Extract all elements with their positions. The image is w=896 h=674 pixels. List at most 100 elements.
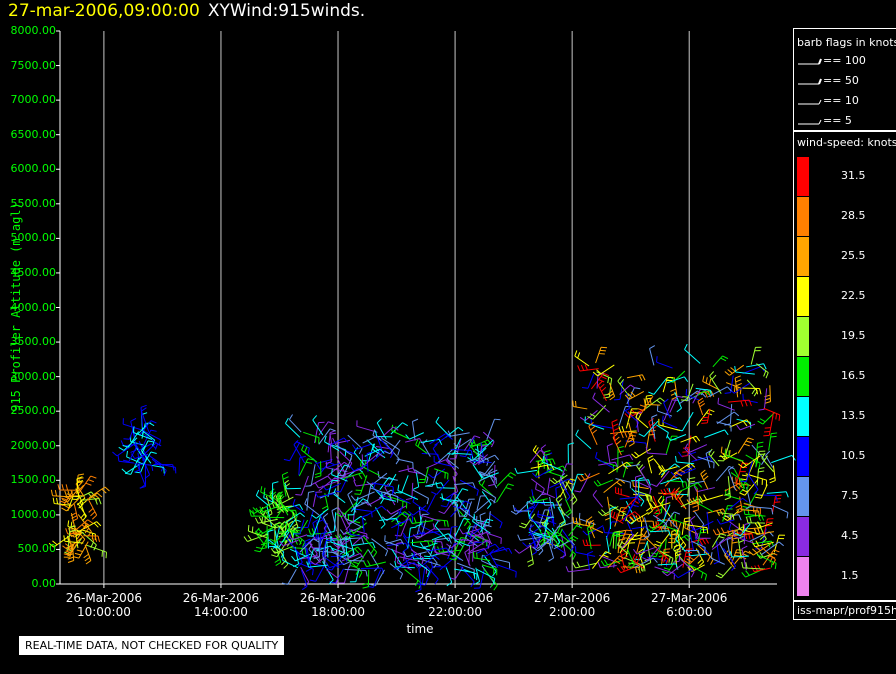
barb-flag — [419, 542, 425, 548]
barb-flag — [304, 548, 307, 555]
wind-barb — [535, 483, 555, 499]
wind-barb — [530, 463, 555, 471]
barb-flag — [700, 572, 704, 579]
wind-barb — [740, 509, 761, 517]
barb-staff — [636, 536, 642, 554]
wind-barb — [625, 408, 638, 429]
barb-flag — [139, 486, 146, 489]
wind-barb — [587, 405, 607, 420]
barb-flag — [724, 429, 729, 436]
wind-barb — [327, 432, 337, 453]
wind-barb — [619, 384, 636, 395]
barb-flag — [692, 509, 699, 513]
barb-staff — [450, 448, 472, 451]
wind-barb — [418, 528, 439, 535]
barb-staff — [481, 560, 497, 568]
barb-flag — [684, 520, 691, 523]
wind-barb — [755, 441, 764, 464]
wind-barb — [565, 566, 591, 573]
barb-staff — [410, 540, 432, 544]
barb-flag — [758, 470, 765, 473]
wind-barb — [262, 511, 285, 519]
barb-flag — [611, 419, 618, 423]
barb-flag — [404, 511, 410, 516]
barb-staff — [434, 551, 450, 557]
barb-staff — [768, 433, 772, 451]
barb-flag — [67, 520, 70, 527]
barb-staff — [260, 491, 277, 501]
barb-staff — [677, 482, 699, 493]
barb-staff — [353, 464, 368, 472]
barb-staff — [322, 540, 327, 556]
barb-staff — [457, 562, 475, 570]
barb-flag — [160, 465, 164, 472]
barb-flag — [479, 471, 486, 475]
wind-barb — [466, 457, 485, 464]
x-tick-label: 27-Mar-2006 2:00:00 — [517, 591, 627, 619]
wind-barb — [431, 533, 453, 541]
wind-barb — [614, 507, 627, 527]
wind-barb — [701, 408, 711, 424]
wind-barb — [582, 525, 604, 536]
y-tick-label: 6000.00 — [10, 162, 57, 176]
wind-barb — [724, 364, 745, 376]
barb-staff — [634, 490, 651, 496]
wind-barb — [730, 533, 739, 556]
barb-flag — [616, 535, 623, 538]
barb-staff — [459, 507, 477, 521]
barb-flag — [736, 387, 739, 394]
barb-staff — [730, 534, 733, 556]
barb-flag — [775, 413, 778, 420]
barb-flag — [572, 535, 579, 540]
barb-flag — [52, 497, 55, 504]
barb-staff — [712, 355, 723, 368]
barb-staff — [597, 479, 614, 487]
barb-staff — [727, 399, 750, 403]
barb-flag — [629, 434, 636, 437]
barb-staff — [702, 494, 724, 502]
barb-flag — [699, 539, 703, 546]
barb-flag — [337, 474, 344, 477]
wind-barb — [374, 507, 386, 529]
barb-flag — [651, 414, 658, 418]
barb-staff — [123, 442, 141, 447]
barb-staff — [134, 463, 152, 466]
barb-flag — [764, 401, 771, 404]
barb-flag — [765, 372, 769, 379]
barb-staff — [329, 562, 345, 569]
barb-staff — [282, 559, 299, 569]
barb-flag — [748, 550, 754, 556]
barb-flag — [604, 513, 611, 517]
barb-flag — [675, 534, 680, 540]
barb-flag — [632, 480, 634, 487]
barb-flag — [292, 526, 299, 531]
barb-staff — [140, 450, 152, 464]
barb-flag — [700, 469, 706, 475]
source-legend-box — [793, 601, 896, 620]
barb-staff — [434, 435, 449, 446]
barb-flag — [359, 553, 365, 559]
barb-flag — [624, 431, 628, 438]
barb-flag — [301, 585, 308, 591]
barb-flag — [702, 538, 706, 545]
barb-flag — [366, 481, 372, 486]
barb-flag — [701, 392, 707, 398]
wind-barb — [652, 495, 661, 518]
barb-staff — [665, 435, 673, 454]
wind-barb — [632, 547, 656, 555]
barb-flag — [729, 513, 732, 520]
barb-staff — [640, 470, 652, 490]
x-tick-time: 22:00:00 — [428, 605, 483, 619]
barb-flag — [459, 540, 466, 543]
barb-sample-icon — [798, 119, 822, 125]
barb-flag — [741, 545, 748, 550]
barb-flag — [310, 560, 316, 566]
barb-flag — [635, 411, 639, 418]
barb-staff — [387, 547, 405, 556]
barb-staff — [354, 501, 368, 508]
barb-flag — [277, 491, 283, 497]
wind-barb — [288, 547, 307, 555]
barb-staff — [483, 546, 504, 558]
wind-barb — [662, 377, 674, 393]
wind-barb — [657, 495, 671, 517]
